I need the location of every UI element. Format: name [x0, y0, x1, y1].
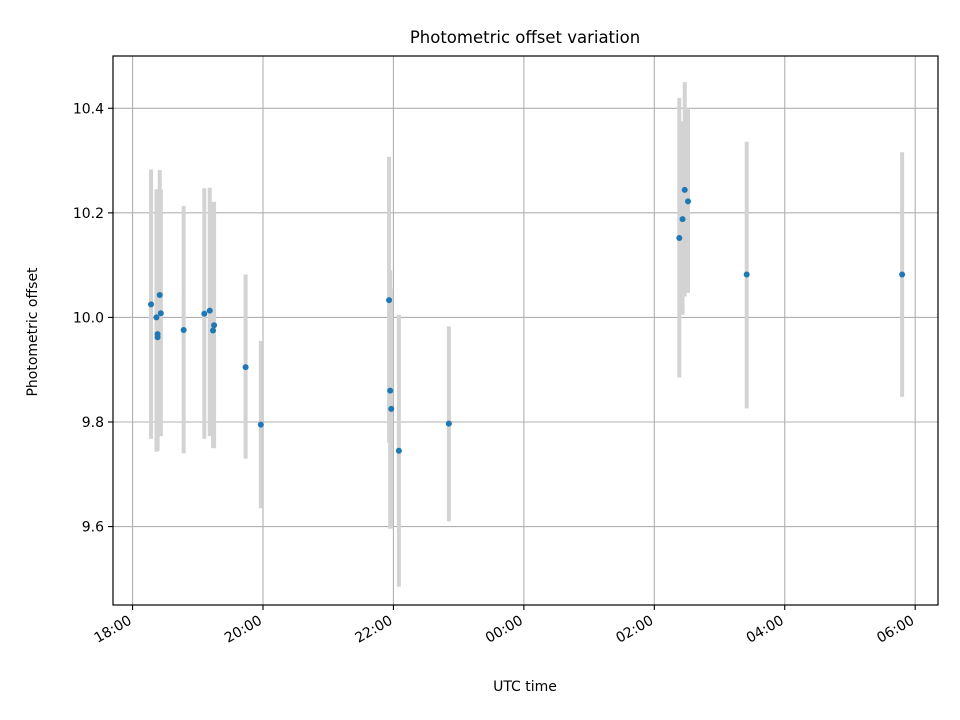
data-point [211, 322, 218, 329]
data-point [679, 216, 686, 223]
data-point [676, 234, 683, 241]
y-axis-label: Photometric offset [25, 267, 41, 397]
y-tick-label: 10.4 [73, 101, 104, 117]
data-point [156, 291, 163, 298]
plot-frame [112, 55, 939, 606]
data-point [386, 297, 393, 304]
data-point [210, 327, 216, 334]
data-point [899, 271, 906, 278]
data-point [395, 447, 402, 454]
data-point [180, 326, 187, 333]
y-tick-label: 9.8 [82, 415, 104, 431]
data-point [388, 405, 395, 412]
data-point [201, 310, 208, 317]
data-point [681, 186, 688, 193]
y-tick-label: 9.6 [82, 520, 104, 536]
y-tick-label: 10.0 [73, 310, 104, 326]
data-point [685, 198, 691, 205]
data-points [148, 186, 906, 454]
x-axis-label: UTC time [493, 679, 557, 695]
data-point [157, 310, 164, 317]
data-point [148, 301, 155, 308]
data-point [153, 314, 160, 321]
chart-title: Photometric offset variation [410, 28, 640, 47]
grid [113, 56, 938, 605]
data-point [445, 420, 452, 427]
data-point [387, 387, 394, 394]
data-point [257, 421, 264, 428]
data-point [154, 334, 161, 341]
y-tick-label: 10.2 [73, 206, 104, 222]
data-point [743, 271, 750, 278]
data-point [242, 364, 249, 371]
data-point [206, 307, 213, 314]
